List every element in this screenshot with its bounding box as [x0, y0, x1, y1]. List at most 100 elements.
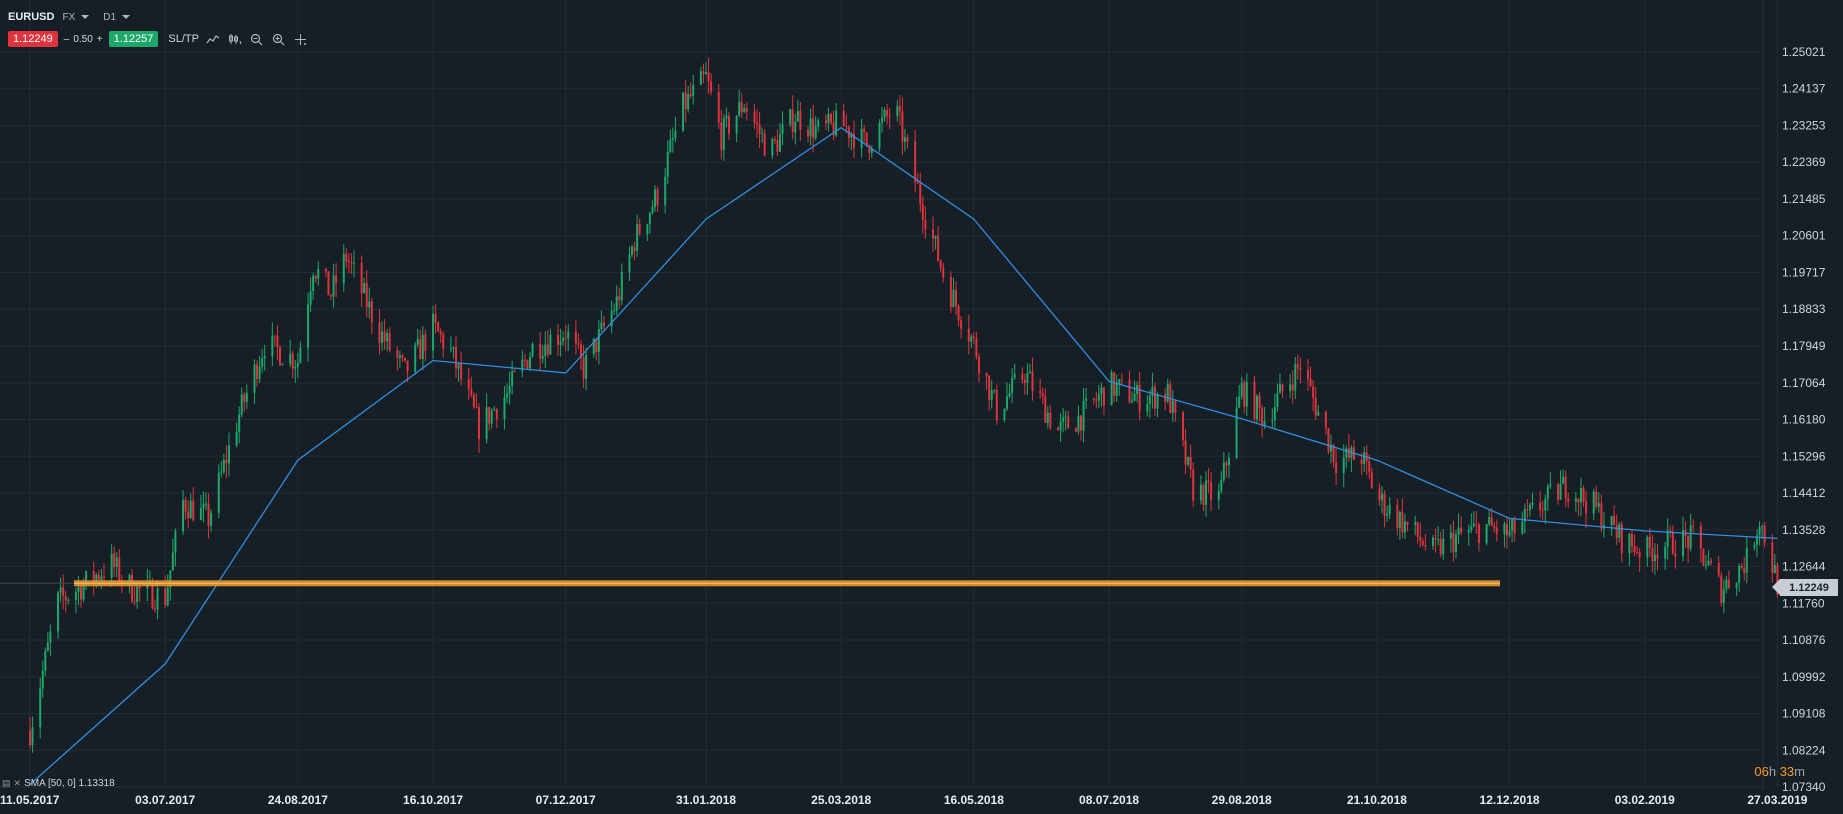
time-axis[interactable]: 11.05.2017 03.07.2017 24.08.2017 16.10.2017…: [0, 793, 1808, 807]
candle-body: [960, 320, 963, 329]
candle-body: [80, 586, 83, 600]
current-price-tag: 1.12249: [1772, 579, 1838, 596]
candle-body: [549, 334, 552, 355]
candle-body: [684, 92, 687, 110]
chart-header: EURUSD FX D1: [8, 8, 131, 26]
candle-body: [903, 137, 906, 142]
y-tick-label: 1.20601: [1782, 229, 1826, 243]
candle-body: [666, 151, 669, 177]
candle-body: [528, 356, 531, 369]
sell-button[interactable]: 1.12249: [8, 31, 58, 47]
candle-body: [1467, 530, 1470, 533]
x-tick-label: 08.07.2018: [1079, 793, 1139, 807]
settings-icon[interactable]: ▤: [2, 778, 11, 788]
candle-body: [1204, 480, 1207, 505]
candle-body: [294, 366, 297, 369]
candle-body: [1416, 522, 1419, 537]
candle-body: [898, 105, 901, 112]
candle-body: [1738, 566, 1741, 583]
candle-body: [273, 335, 276, 337]
candle-body: [350, 262, 353, 264]
timeframe-dropdown[interactable]: D1: [103, 12, 131, 23]
candle-body: [1039, 390, 1042, 393]
candle-body: [896, 105, 899, 117]
market-dropdown[interactable]: FX: [62, 12, 90, 23]
candle-body: [789, 109, 792, 125]
x-tick-label: 12.12.2018: [1480, 793, 1540, 807]
indicator-legend[interactable]: ▤ ✕ SMA [50, 0] 1.13318: [2, 778, 115, 789]
candle-body: [488, 407, 491, 424]
price-axis[interactable]: 1.25021 1.24137 1.23253 1.22369 1.21485 1.206…: [1782, 45, 1826, 794]
candle-body: [1449, 532, 1452, 539]
candle-body: [1227, 457, 1230, 466]
candle-body: [381, 331, 384, 343]
y-tick-label: 1.15296: [1782, 449, 1826, 463]
candle-body: [1628, 534, 1631, 554]
candle-body: [1281, 384, 1284, 392]
candle-body: [199, 507, 202, 520]
candle-body: [477, 407, 480, 440]
candle-body: [852, 133, 855, 148]
candle-body: [620, 271, 623, 301]
candle-body: [1062, 417, 1065, 422]
candle-body: [1753, 544, 1756, 548]
candle-body: [296, 362, 299, 367]
sltp-button[interactable]: SL/TP: [168, 33, 199, 45]
candle-body: [758, 124, 761, 134]
candle-body: [559, 341, 562, 345]
candle-body: [220, 471, 223, 473]
candle-body: [1386, 514, 1389, 516]
candle-body: [541, 356, 544, 359]
crosshair-icon[interactable]: [293, 31, 309, 47]
candle-body: [1261, 408, 1264, 426]
candle-body: [615, 296, 618, 311]
close-icon[interactable]: ✕: [13, 778, 22, 788]
candle-body: [1113, 372, 1116, 396]
candle-body: [1164, 394, 1167, 402]
candle-body: [1092, 398, 1095, 400]
buy-button[interactable]: 1.12257: [108, 31, 159, 47]
candle-body: [1432, 537, 1435, 547]
candle-body: [1064, 416, 1067, 418]
timer-minutes: 33: [1779, 764, 1795, 779]
candle-body: [1508, 531, 1511, 536]
candle-body: [954, 289, 957, 306]
support-line-layer[interactable]: [0, 580, 1500, 587]
candle-body: [832, 122, 835, 136]
x-tick-label: 27.03.2019: [1747, 793, 1807, 807]
zoom-in-icon[interactable]: [271, 31, 287, 47]
line-chart-icon[interactable]: [205, 31, 221, 47]
candle-body: [1046, 412, 1049, 423]
candle-body: [1307, 369, 1310, 380]
y-tick-label: 1.17064: [1782, 376, 1826, 390]
candle-body: [1505, 524, 1508, 536]
candle-body: [151, 581, 154, 609]
candle-body: [562, 337, 565, 342]
candle-body: [914, 141, 917, 182]
candle-body: [656, 189, 659, 206]
candle-body: [1549, 484, 1552, 487]
candle-body: [421, 334, 424, 360]
candle-body: [1579, 487, 1582, 503]
candle-body: [1682, 530, 1685, 557]
candle-body: [1633, 545, 1636, 553]
candle-body: [1131, 400, 1134, 403]
candle-body: [740, 101, 743, 113]
zoom-out-icon[interactable]: [249, 31, 265, 47]
candle-body: [49, 631, 52, 643]
candle-body: [901, 111, 904, 142]
candle-body: [1671, 531, 1674, 554]
candle-body: [442, 334, 445, 349]
candles-icon[interactable]: [227, 31, 243, 47]
candle-body: [1041, 392, 1044, 397]
symbol-label[interactable]: EURUSD: [8, 11, 55, 23]
candle-body: [807, 130, 810, 137]
spread-value[interactable]: 0.50: [73, 33, 93, 45]
y-tick-label: 1.24137: [1782, 82, 1826, 96]
candle-body: [942, 267, 945, 277]
candle-body: [1057, 427, 1060, 431]
candle-body: [95, 575, 98, 582]
candle-body: [1273, 406, 1276, 421]
candle-body: [1544, 499, 1547, 511]
